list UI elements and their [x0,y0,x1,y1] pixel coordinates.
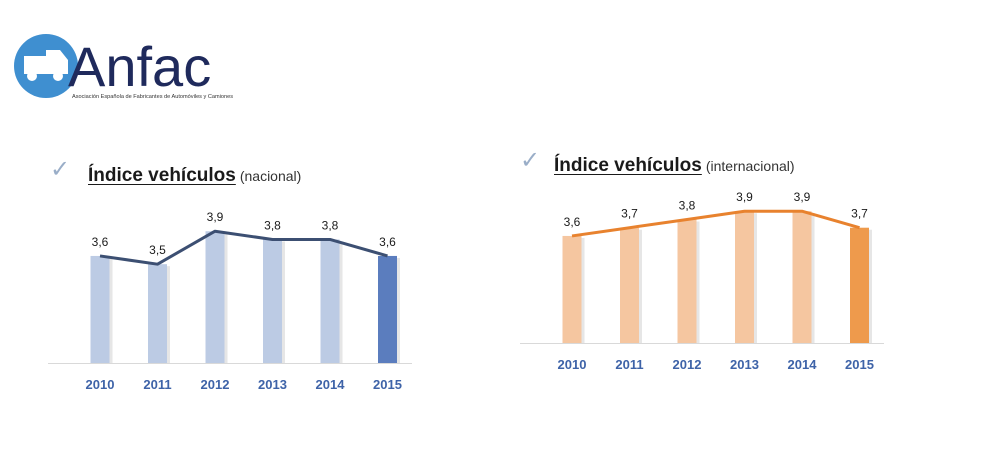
chart-nacional: 2010 2011 2012 2013 2014 2015 3,6 3,5 3,9 3,8 3,8 3… [48,210,412,392]
bar [562,235,582,343]
bar [735,211,754,343]
x-tick-label: 2011 [143,377,171,392]
bar [90,255,110,363]
x-tick-label: 2012 [201,377,230,392]
logo-tagline: Asociación Española de Fabricantes de Au… [72,94,233,100]
bar [620,227,639,343]
bar [148,264,167,363]
data-label: 3,8 [322,218,339,232]
bar [320,239,340,363]
bar [263,239,282,363]
x-tick-label: 2015 [845,357,874,372]
data-label: 3,8 [264,218,281,232]
data-label: 3,9 [736,190,753,204]
checkmark-icon: ✓ [50,155,71,183]
chart-title: Índice vehículos (internacional) [554,155,795,177]
chart-subtitle: (nacional) [239,168,302,184]
chart-panel-nacional: ✓ Índice vehículos (nacional) [40,150,420,400]
series-line [99,229,388,266]
data-label: 3,7 [851,207,868,221]
bar [792,211,812,343]
data-label: 3,6 [379,235,396,249]
data-label: 3,5 [149,243,166,257]
x-tick-label: 2014 [316,377,346,392]
chart-title-main: Índice vehículos [88,165,236,186]
x-tick-label: 2011 [615,357,643,372]
data-label: 3,9 [794,190,811,204]
data-label: 3,9 [207,210,224,224]
bar [205,231,225,363]
chart-panel-internacional: ✓ Índice vehículos (internacional) [512,140,892,390]
data-label: 3,7 [621,207,638,221]
bar [677,219,697,343]
bar [378,255,397,363]
data-label: 3,6 [564,215,581,229]
chart-subtitle: (internacional) [705,158,795,174]
x-tick-label: 2015 [373,377,402,392]
bar [850,227,869,343]
anfac-logo: Anfac Asociación Española de Fabricantes… [14,34,233,100]
data-label: 3,8 [679,198,696,212]
chart-title-main: Índice vehículos [554,155,702,176]
series-line [571,209,860,238]
x-tick-label: 2013 [730,357,759,372]
x-tick-label: 2010 [558,357,587,372]
chart-internacional: 2010 2011 2012 2013 2014 2015 3,6 3,7 3,8 3,9 3,9 3… [520,190,884,372]
truck-silhouette-icon [24,50,68,74]
logo-wordmark: Anfac [68,35,211,98]
x-tick-label: 2013 [258,377,287,392]
checkmark-icon: ✓ [520,146,541,174]
data-label: 3,6 [92,235,109,249]
x-tick-label: 2014 [788,357,818,372]
chart-title: Índice vehículos (nacional) [88,165,301,187]
x-tick-label: 2010 [86,377,115,392]
x-tick-label: 2012 [673,357,702,372]
